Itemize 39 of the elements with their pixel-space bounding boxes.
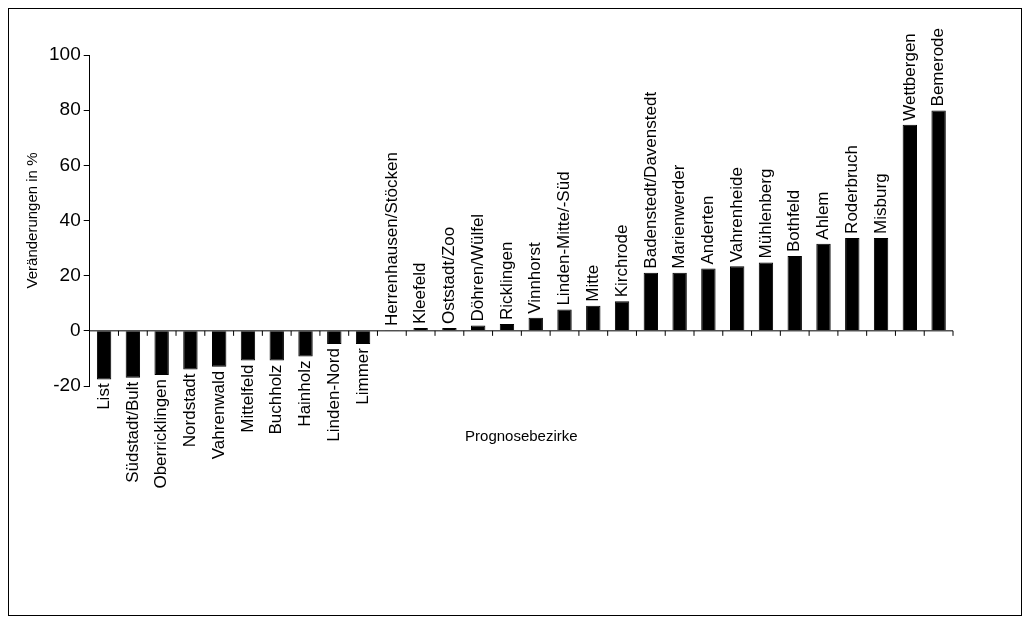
x-tick-label: Buchholz (266, 364, 286, 435)
x-tick-label: Oberricklingen (151, 378, 171, 489)
x-tick-label: Bemerode (928, 28, 948, 107)
x-tick-label: Herrenhausen/Stöcken (381, 152, 401, 327)
x-tick-label: Ahlem (813, 191, 833, 240)
x-tick-label: Oststadt/Zoo (439, 226, 459, 325)
x-tick-label: Vinnhorst (525, 242, 545, 314)
x-tick-label: Mühlenberg (755, 168, 775, 259)
y-tick-label: -20 (53, 374, 81, 396)
x-tick-label: Bothfeld (784, 189, 804, 253)
x-axis-title: Prognosebezirke (465, 427, 578, 445)
x-tick-label: Kirchrode (611, 224, 631, 298)
x-tick-label: Mitte (582, 264, 602, 302)
x-tick-label: List (93, 383, 113, 410)
x-tick-label: Linden-Nord (323, 348, 343, 442)
x-tick-label: Mittelfeld (237, 364, 257, 433)
x-tick-label: Anderten (698, 195, 718, 265)
y-tick-label: 40 (59, 208, 81, 230)
x-tick-label: Ricklingen (496, 241, 516, 320)
x-tick-label: Nordstadt (180, 373, 200, 448)
x-tick-label: Marienwerder (669, 164, 689, 269)
y-axis-title: Veränderungen in % (23, 152, 41, 289)
x-tick-label: Badenstedt/Davenstedt (640, 91, 660, 269)
y-tick-label: 0 (70, 319, 81, 341)
y-tick-label: 20 (59, 263, 81, 285)
y-tick-label: 100 (49, 43, 81, 65)
x-tick-label: Kleefeld (410, 262, 430, 325)
x-tick-label: Misburg (870, 173, 890, 234)
x-tick-label: Wettbergen (899, 33, 919, 121)
x-tick-label: Vahrenwald (208, 370, 228, 460)
x-tick-label: Vahrenheide (726, 167, 746, 263)
x-tick-label: Hainholz (295, 360, 315, 427)
x-tick-label: Südstadt/Bult (122, 381, 142, 483)
x-tick-label: Linden-Mitte/-Süd (554, 171, 574, 306)
x-tick-label: Limmer (352, 347, 372, 405)
y-tick-label: 60 (59, 153, 81, 175)
y-tick-label: 80 (59, 98, 81, 120)
x-tick-label: Roderbruch (841, 145, 861, 234)
x-tick-label: Döhren/Wülfel (467, 213, 487, 322)
